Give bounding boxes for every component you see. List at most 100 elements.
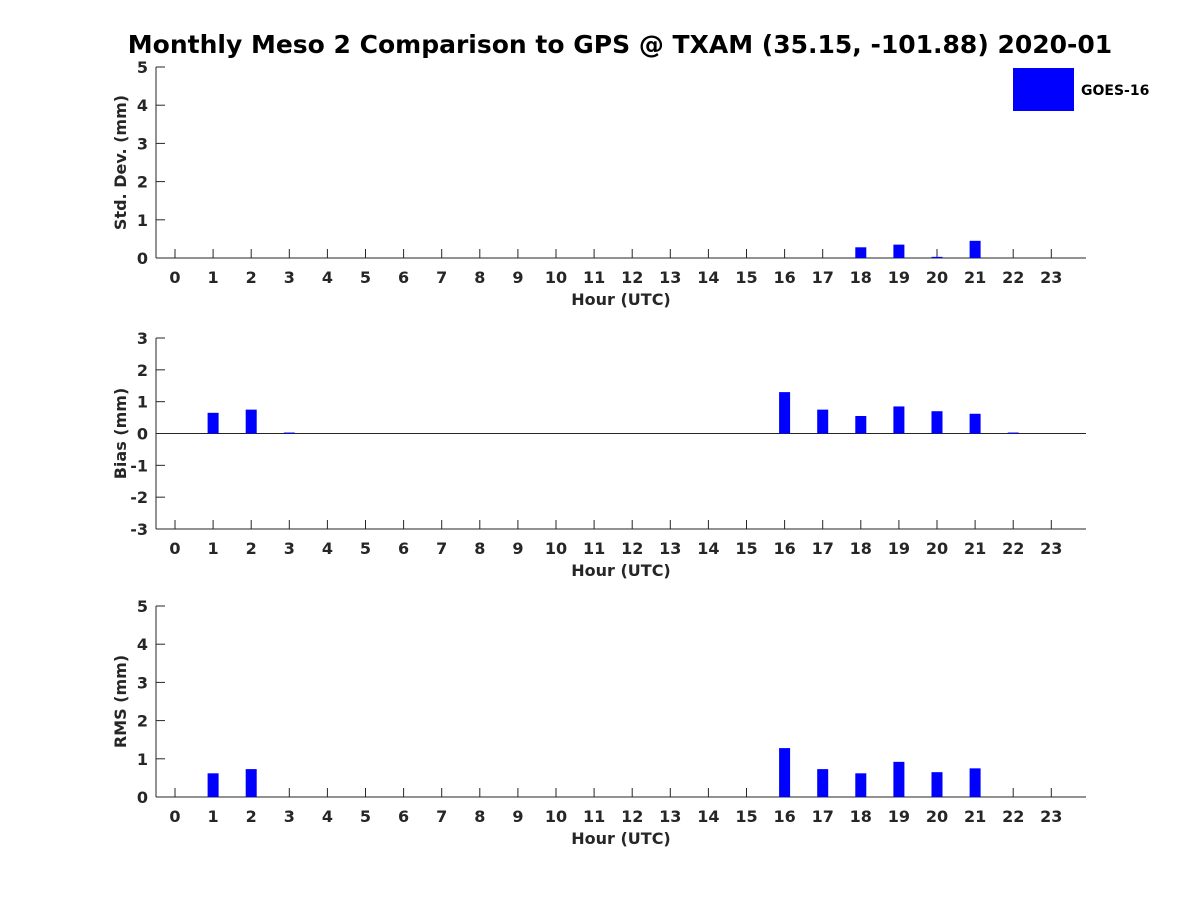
x-tick-label: 19 <box>888 539 910 558</box>
x-tick-label: 5 <box>360 268 371 287</box>
y-tick-label: 4 <box>137 96 148 115</box>
x-tick-label: 6 <box>398 807 409 826</box>
x-tick-label: 7 <box>436 807 447 826</box>
bar <box>245 769 257 797</box>
x-tick-label: 16 <box>773 539 795 558</box>
x-tick-label: 0 <box>169 268 180 287</box>
x-tick-label: 1 <box>208 807 219 826</box>
bar <box>931 772 943 797</box>
x-tick-label: 15 <box>735 268 757 287</box>
x-tick-label: 2 <box>246 268 257 287</box>
x-tick-label: 23 <box>1040 807 1062 826</box>
x-tick-label: 20 <box>926 539 948 558</box>
x-tick-label: 8 <box>474 268 485 287</box>
y-tick-label: 2 <box>137 173 148 192</box>
chart-title: Monthly Meso 2 Comparison to GPS @ TXAM … <box>127 30 1113 59</box>
x-tick-label: 14 <box>697 807 719 826</box>
x-tick-label: 15 <box>735 539 757 558</box>
x-tick-label: 1 <box>208 539 219 558</box>
legend-swatch <box>1013 68 1074 111</box>
x-tick-label: 11 <box>583 807 605 826</box>
bar <box>207 773 219 797</box>
x-tick-label: 9 <box>512 807 523 826</box>
bar <box>969 240 981 258</box>
y-tick-label: 0 <box>137 249 148 268</box>
x-axis-label: Hour (UTC) <box>571 290 671 309</box>
x-tick-label: 18 <box>850 268 872 287</box>
x-tick-label: 6 <box>398 268 409 287</box>
x-tick-label: 2 <box>246 539 257 558</box>
x-tick-label: 9 <box>512 539 523 558</box>
x-tick-label: 8 <box>474 807 485 826</box>
y-axis-label: RMS (mm) <box>111 655 130 748</box>
x-tick-label: 16 <box>773 268 795 287</box>
x-tick-label: 4 <box>322 539 333 558</box>
x-tick-label: 5 <box>360 539 371 558</box>
y-axis-label: Bias (mm) <box>111 388 130 480</box>
bar <box>855 773 867 797</box>
bar <box>855 247 867 258</box>
y-tick-label: 1 <box>137 211 148 230</box>
bar <box>817 769 829 797</box>
x-tick-label: 10 <box>545 807 567 826</box>
x-tick-label: 0 <box>169 539 180 558</box>
bar <box>893 761 905 797</box>
x-tick-label: 3 <box>284 539 295 558</box>
bar <box>207 412 219 434</box>
x-tick-label: 2 <box>246 807 257 826</box>
x-tick-label: 7 <box>436 539 447 558</box>
y-tick-label: 2 <box>137 361 148 380</box>
bar <box>817 409 829 434</box>
bar <box>893 406 905 434</box>
x-tick-label: 11 <box>583 268 605 287</box>
x-tick-label: 3 <box>284 807 295 826</box>
y-tick-label: 3 <box>137 134 148 153</box>
x-tick-label: 22 <box>1002 807 1024 826</box>
x-tick-label: 19 <box>888 807 910 826</box>
y-tick-label: 5 <box>137 58 148 77</box>
legend: GOES-16 <box>1013 68 1149 111</box>
x-tick-label: 13 <box>659 268 681 287</box>
y-tick-label: 0 <box>137 788 148 807</box>
x-tick-label: 10 <box>545 268 567 287</box>
x-tick-label: 5 <box>360 807 371 826</box>
legend-label: GOES-16 <box>1081 83 1149 99</box>
y-tick-label: 2 <box>137 712 148 731</box>
x-tick-label: 22 <box>1002 539 1024 558</box>
x-tick-label: 4 <box>322 807 333 826</box>
bar <box>931 411 943 434</box>
y-tick-label: 5 <box>137 597 148 616</box>
y-tick-label: -3 <box>130 520 148 539</box>
x-tick-label: 6 <box>398 539 409 558</box>
x-tick-label: 23 <box>1040 268 1062 287</box>
x-tick-label: 13 <box>659 807 681 826</box>
x-tick-label: 10 <box>545 539 567 558</box>
y-tick-label: 0 <box>137 425 148 444</box>
x-tick-label: 13 <box>659 539 681 558</box>
x-tick-label: 14 <box>697 268 719 287</box>
x-tick-label: 9 <box>512 268 523 287</box>
x-tick-label: 21 <box>964 268 986 287</box>
x-tick-label: 4 <box>322 268 333 287</box>
x-tick-label: 20 <box>926 807 948 826</box>
bar <box>245 409 257 434</box>
y-tick-label: 3 <box>137 673 148 692</box>
x-tick-label: 0 <box>169 807 180 826</box>
x-tick-label: 23 <box>1040 539 1062 558</box>
x-tick-label: 8 <box>474 539 485 558</box>
x-tick-label: 22 <box>1002 268 1024 287</box>
x-tick-label: 17 <box>812 539 834 558</box>
x-tick-label: 18 <box>850 539 872 558</box>
x-tick-label: 20 <box>926 268 948 287</box>
x-axis-label: Hour (UTC) <box>571 829 671 848</box>
x-tick-label: 19 <box>888 268 910 287</box>
bar <box>855 415 867 434</box>
y-axis-label: Std. Dev. (mm) <box>111 95 130 230</box>
x-tick-label: 17 <box>812 807 834 826</box>
x-tick-label: 21 <box>964 539 986 558</box>
x-tick-label: 12 <box>621 807 643 826</box>
x-tick-label: 11 <box>583 539 605 558</box>
